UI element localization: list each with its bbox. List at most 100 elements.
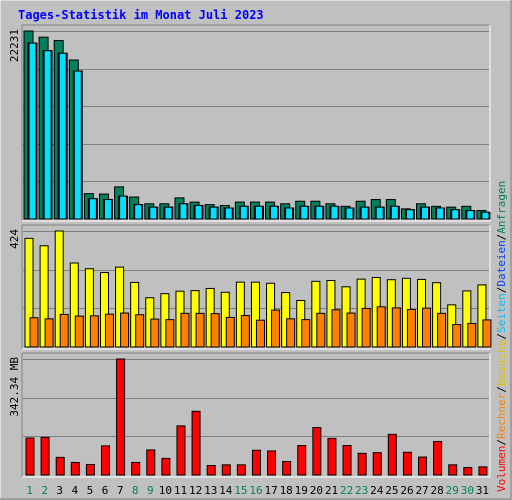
legend-separator: /: [495, 234, 508, 241]
bar-volumen-day-8: [131, 461, 141, 476]
bar-volumen-day-26: [402, 451, 412, 476]
legend-separator: /: [495, 386, 508, 393]
bar-seiten-day-25: [390, 205, 399, 220]
legend-item-seiten: Seiten: [495, 293, 508, 333]
x-tick-label-day-1: 1: [26, 484, 33, 497]
bar-rechner-day-27: [422, 307, 432, 348]
bar-besuche-day-30: [462, 290, 472, 348]
x-tick-label-day-11: 11: [174, 484, 187, 497]
bar-volumen-day-1: [25, 437, 35, 476]
bar-rechner-day-4: [74, 315, 84, 348]
x-tick-label-day-13: 13: [204, 484, 217, 497]
bar-seiten-day-3: [58, 52, 67, 220]
bar-volumen-day-6: [100, 445, 110, 476]
bar-rechner-day-15: [240, 315, 250, 348]
bar-rechner-day-19: [301, 319, 311, 348]
legend-separator: /: [495, 333, 508, 340]
bar-besuche-day-4: [69, 262, 79, 348]
x-tick-label-day-3: 3: [56, 484, 63, 497]
bar-besuche-day-15: [235, 281, 245, 348]
bar-volumen-day-15: [236, 464, 246, 476]
bar-seiten-day-2: [43, 50, 52, 220]
bar-rechner-day-3: [59, 313, 69, 348]
y-axis-max-label: 424: [8, 229, 21, 249]
bar-volumen-day-27: [418, 456, 428, 476]
x-tick-label-day-15: 15: [234, 484, 247, 497]
bar-seiten-day-8: [134, 204, 143, 220]
bar-seiten-day-17: [270, 205, 279, 220]
x-tick-label-day-17: 17: [264, 484, 277, 497]
bar-seiten-day-31: [481, 211, 490, 220]
y-axis-max-label: 22231: [8, 29, 21, 62]
bar-volumen-day-11: [176, 425, 186, 476]
bar-besuche-day-31: [477, 284, 487, 348]
x-tick-label-day-31: 31: [476, 484, 489, 497]
x-tick-label-day-30: 30: [461, 484, 474, 497]
legend-item-dateien: Dateien: [495, 240, 508, 286]
bar-seiten-day-27: [421, 206, 430, 220]
bar-seiten-day-7: [119, 195, 128, 220]
x-tick-label-day-4: 4: [72, 484, 79, 497]
bar-seiten-day-15: [239, 205, 248, 220]
bar-rechner-day-2: [44, 318, 54, 348]
bar-seiten-day-13: [209, 206, 218, 220]
bar-seiten-day-29: [451, 209, 460, 220]
bar-besuche-day-16: [250, 281, 260, 348]
x-tick-label-day-29: 29: [446, 484, 459, 497]
bar-rechner-day-31: [482, 319, 492, 348]
bar-seiten-day-20: [315, 205, 324, 220]
bar-rechner-day-21: [331, 309, 341, 348]
bar-seiten-day-14: [224, 207, 233, 220]
legend-separator: /: [495, 439, 508, 446]
bar-volumen-day-21: [327, 437, 337, 476]
bar-rechner-day-23: [361, 307, 371, 348]
bar-besuche-day-5: [84, 268, 94, 348]
bar-volumen-day-5: [85, 463, 95, 476]
x-axis-labels: 1 2 3 4 5 6 7 8 9 10 11 12 13 14 15 16 17 18 19 20 21 22 23 24 2…: [26, 484, 489, 497]
legend-item-besuche: Besuche: [495, 340, 508, 386]
bar-seiten-day-16: [254, 205, 263, 220]
panel-requests: 22231: [8, 24, 491, 222]
bar-volumen-day-9: [146, 449, 156, 476]
bar-rechner-day-6: [104, 313, 114, 348]
chart-panels: 22231 424 342.34 MB: [8, 24, 492, 478]
chart-title: Tages-Statistik im Monat Juli 2023: [18, 8, 264, 22]
bar-volumen-day-14: [221, 464, 231, 476]
legend-item-anfragen: Anfragen: [495, 181, 508, 234]
bar-volumen-day-31: [478, 466, 488, 476]
bar-rechner-day-29: [452, 324, 462, 348]
bar-seiten-day-22: [345, 207, 354, 220]
x-tick-label-day-2: 2: [41, 484, 48, 497]
bar-volumen-day-7: [116, 358, 126, 476]
bar-rechner-day-7: [120, 312, 130, 348]
bar-seiten-day-4: [73, 70, 82, 220]
bar-seiten-day-28: [436, 207, 445, 220]
bar-rechner-day-16: [255, 319, 265, 348]
bar-rechner-day-30: [467, 322, 477, 348]
bar-rechner-day-9: [150, 318, 160, 348]
bar-seiten-day-26: [405, 209, 414, 220]
x-tick-label-day-23: 23: [355, 484, 368, 497]
bar-besuche-day-3: [54, 230, 64, 348]
x-tick-label-day-12: 12: [189, 484, 202, 497]
bar-rechner-day-12: [195, 312, 205, 348]
x-tick-label-day-7: 7: [117, 484, 124, 497]
bar-volumen-day-19: [297, 445, 307, 476]
bar-volumen-day-25: [387, 433, 397, 476]
bar-rechner-day-14: [225, 316, 235, 348]
bar-rechner-day-1: [29, 317, 39, 348]
bar-volumen-day-12: [191, 410, 201, 476]
x-tick-label-day-5: 5: [87, 484, 94, 497]
legend: Volumen/Rechner/Besuche/Seiten/Dateien/A…: [495, 181, 508, 492]
bar-volumen-day-29: [448, 464, 458, 476]
bar-rechner-day-17: [271, 309, 281, 348]
x-tick-label-day-14: 14: [219, 484, 233, 497]
bar-volumen-day-18: [282, 460, 292, 476]
bar-volumen-day-28: [433, 440, 443, 476]
bar-rechner-day-20: [316, 312, 326, 348]
x-tick-label-day-9: 9: [147, 484, 154, 497]
bar-volumen-day-23: [357, 452, 367, 476]
x-tick-label-day-27: 27: [415, 484, 428, 497]
x-tick-label-day-25: 25: [385, 484, 398, 497]
x-tick-label-day-6: 6: [102, 484, 109, 497]
